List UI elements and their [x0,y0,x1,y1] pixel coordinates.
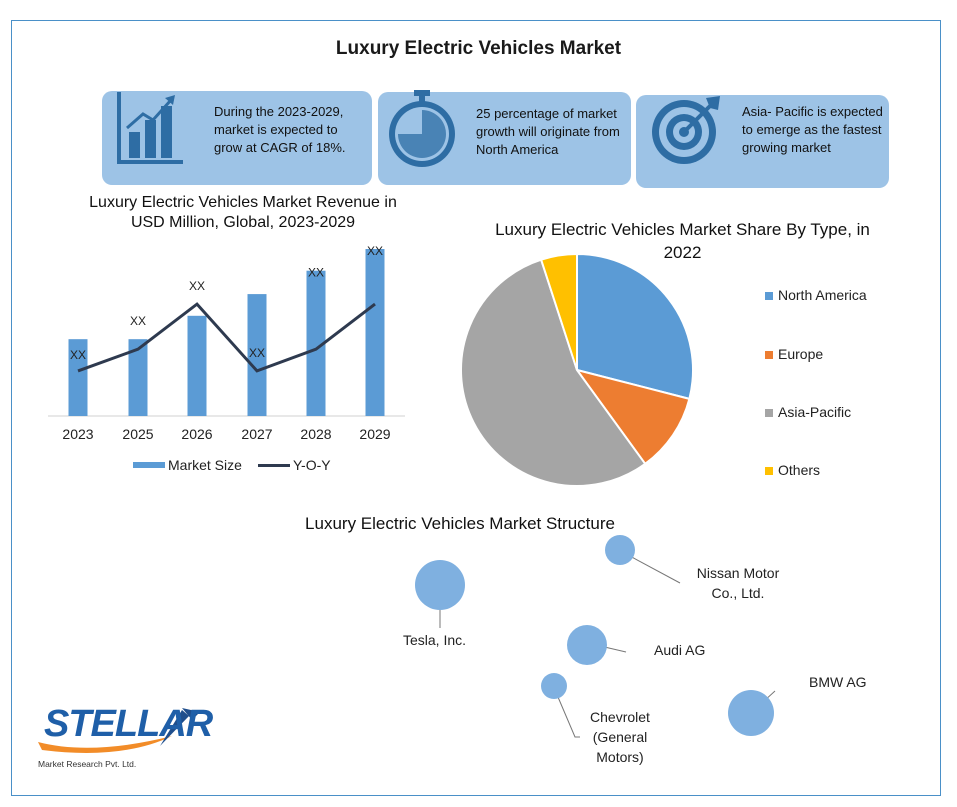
company-audi: Audi AG [654,642,706,658]
info-card-asia-text: Asia- Pacific is expected to emerge as t… [742,104,883,155]
bubble-bmw [728,690,774,736]
company-chevrolet: Chevrolet (General Motors) [590,709,650,765]
legend-europe-swatch [765,351,773,359]
bubble-audi [567,625,607,665]
pie-chart-title: Luxury Electric Vehicles Market Share By… [495,220,870,262]
page-title: Luxury Electric Vehicles Market [335,38,622,59]
x-tick-2025: 2025 [122,426,153,442]
bubble-tesla [415,560,465,610]
bar-chart-title: Luxury Electric Vehicles Market Revenue … [89,194,397,231]
data-label-2029: XX [367,244,383,258]
x-tick-2027: 2027 [241,426,272,442]
legend-europe-label: Europe [778,346,824,362]
legend-yoy-label: Y-O-Y [293,457,331,473]
bubble-nissan [605,535,635,565]
legend-north-america-label: North America [778,287,867,303]
bar-2025 [128,339,148,416]
legend-north-america-swatch [765,292,773,300]
bar-2027 [247,294,267,416]
connector-chevrolet [554,689,580,738]
target-icon [652,96,720,164]
bar-2029 [365,249,385,416]
legend-market-size-label: Market Size [168,457,242,473]
data-label-2023: XX [70,348,86,362]
pie-slice-asia-pacific [460,258,647,487]
data-label-2026: XX [189,279,205,293]
company-tesla: Tesla, Inc. [403,632,467,648]
legend-asia-pacific-swatch [765,409,773,417]
company-bmw: BMW AG [809,674,867,690]
legend-yoy-swatch [258,464,290,467]
bar-2023 [68,339,88,416]
bar-2026 [187,315,207,416]
data-label-2027: XX [249,346,265,360]
bubble-chevrolet [541,673,567,699]
legend-others-swatch [765,467,773,475]
legend-others-label: Others [778,462,821,478]
info-card-growth-text: 25 percentage of market growth will orig… [476,106,620,157]
x-tick-2029: 2029 [359,426,390,442]
bar-2028 [306,270,326,416]
x-tick-2023: 2023 [62,426,93,442]
connector-nissan [627,554,681,584]
stopwatch-icon [389,90,455,167]
pie-slice-europe [574,368,691,466]
legend-asia-pacific-label: Asia-Pacific [778,404,852,420]
bar-chart-icon [117,92,183,164]
pie-slice-north-america [576,252,694,401]
bar-chart: XX XX XX XX XX XX 2023 2025 2026 2027 2028 2029 [48,244,405,442]
yoy-line [77,302,376,373]
structure-title: Luxury Electric Vehicles Market Structur… [305,514,615,533]
x-tick-2028: 2028 [300,426,331,442]
company-nissan: Nissan Motor Co., Ltd. [696,565,780,601]
stellar-logo [38,708,200,753]
data-label-2028: XX [308,266,324,280]
x-tick-2026: 2026 [181,426,212,442]
logo-text: STELLAR [44,703,213,745]
pie-chart [460,252,694,487]
legend-market-size-swatch [133,462,165,468]
logo-subtext: Market Research Pvt. Ltd. [38,759,137,769]
pie-slice-others [539,252,578,371]
infographic-frame [11,20,941,796]
info-card-cagr-text: During the 2023-2029, market is expected… [214,104,346,155]
data-label-2025: XX [130,314,146,328]
